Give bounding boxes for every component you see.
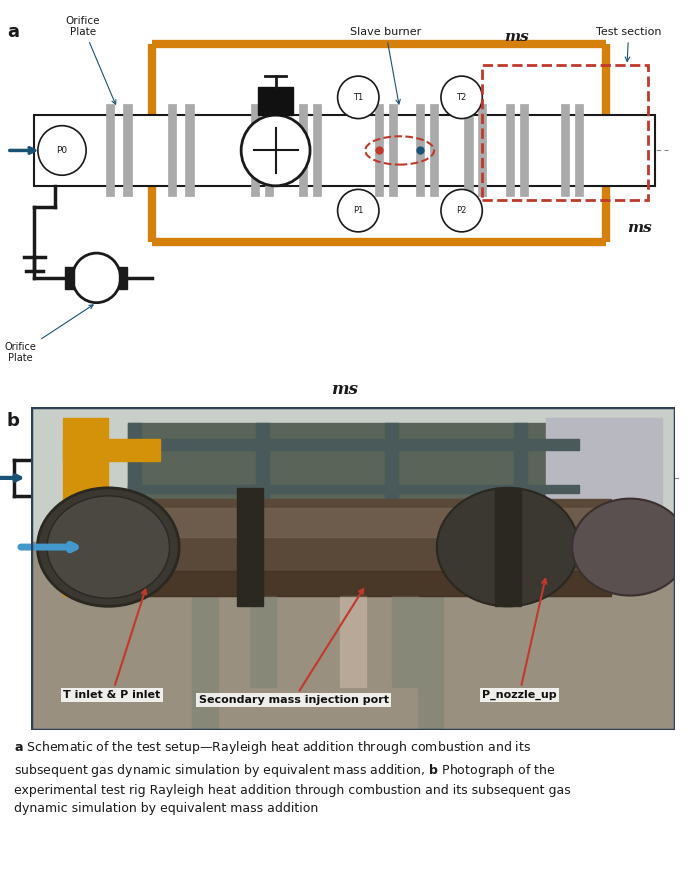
Bar xyxy=(237,488,263,606)
Bar xyxy=(168,104,176,196)
Text: Orifice
Plate: Orifice Plate xyxy=(65,16,116,104)
Bar xyxy=(63,439,160,461)
Text: P0: P0 xyxy=(56,146,68,155)
Bar xyxy=(389,104,397,196)
Text: T1: T1 xyxy=(353,93,363,102)
Circle shape xyxy=(437,488,579,606)
Bar xyxy=(506,104,514,196)
Bar xyxy=(127,439,579,450)
Bar xyxy=(185,104,194,196)
Bar xyxy=(258,87,293,115)
Bar xyxy=(520,104,528,196)
Bar xyxy=(63,418,95,596)
Text: ms: ms xyxy=(504,30,529,44)
Bar xyxy=(514,423,527,526)
Bar xyxy=(83,508,610,537)
Bar xyxy=(127,423,141,526)
Bar xyxy=(65,267,74,289)
Text: ms: ms xyxy=(627,221,652,235)
Bar xyxy=(83,572,610,596)
Text: T inlet & P inlet: T inlet & P inlet xyxy=(63,589,161,700)
Bar xyxy=(83,498,610,596)
Bar xyxy=(575,104,583,196)
Text: ms: ms xyxy=(331,381,358,398)
Ellipse shape xyxy=(517,532,641,557)
Circle shape xyxy=(37,488,179,606)
Circle shape xyxy=(241,115,310,186)
Bar xyxy=(495,488,521,606)
Bar xyxy=(385,423,398,526)
Text: Slave burner: Slave burner xyxy=(350,27,422,104)
Bar xyxy=(478,104,486,196)
Bar xyxy=(34,115,655,186)
Bar xyxy=(31,407,675,542)
Bar xyxy=(123,104,132,196)
Bar xyxy=(375,104,383,196)
Text: P2: P2 xyxy=(456,206,467,215)
Bar xyxy=(482,65,648,200)
Bar xyxy=(251,104,259,196)
Text: Secondary mass injection port: Secondary mass injection port xyxy=(198,589,389,705)
Bar xyxy=(127,423,579,526)
Bar xyxy=(338,451,351,473)
Text: Spark plug: Spark plug xyxy=(372,415,432,426)
Bar xyxy=(334,482,355,509)
Bar xyxy=(265,104,273,196)
Bar xyxy=(95,418,108,568)
Bar xyxy=(31,542,675,730)
Text: P1: P1 xyxy=(353,206,364,215)
Bar xyxy=(250,596,276,687)
Text: a: a xyxy=(7,23,19,41)
Bar xyxy=(611,504,650,590)
Circle shape xyxy=(72,253,121,303)
Bar xyxy=(192,596,218,730)
Text: Orifice
Plate: Orifice Plate xyxy=(5,304,93,363)
Text: $\mathbf{a}$ Schematic of the test setup—Rayleigh heat addition through combusti: $\mathbf{a}$ Schematic of the test setup… xyxy=(14,739,570,815)
Bar xyxy=(392,596,418,687)
Bar xyxy=(561,104,569,196)
Circle shape xyxy=(47,496,169,598)
Bar xyxy=(655,471,668,485)
Bar xyxy=(418,596,443,730)
Bar xyxy=(464,104,473,196)
Text: ms: ms xyxy=(331,560,358,577)
Bar xyxy=(340,596,366,687)
Bar xyxy=(119,267,127,289)
Circle shape xyxy=(38,126,86,175)
Bar xyxy=(430,104,438,196)
Text: T2: T2 xyxy=(457,93,466,102)
Bar xyxy=(127,485,579,493)
Text: Flame holder: Flame holder xyxy=(301,538,374,548)
Bar xyxy=(546,418,662,536)
Bar xyxy=(340,438,349,447)
Bar xyxy=(299,104,307,196)
Bar xyxy=(106,104,114,196)
Text: P nozzle_up: P nozzle_up xyxy=(550,539,608,550)
Bar xyxy=(416,104,424,196)
Bar xyxy=(313,104,321,196)
Bar xyxy=(256,423,269,526)
Circle shape xyxy=(441,76,482,119)
Circle shape xyxy=(338,76,379,119)
Text: Test section: Test section xyxy=(596,27,661,61)
Text: b: b xyxy=(7,412,20,429)
Circle shape xyxy=(338,189,379,232)
Circle shape xyxy=(572,498,688,596)
Circle shape xyxy=(441,189,482,232)
Text: P_nozzle_up: P_nozzle_up xyxy=(482,579,557,700)
